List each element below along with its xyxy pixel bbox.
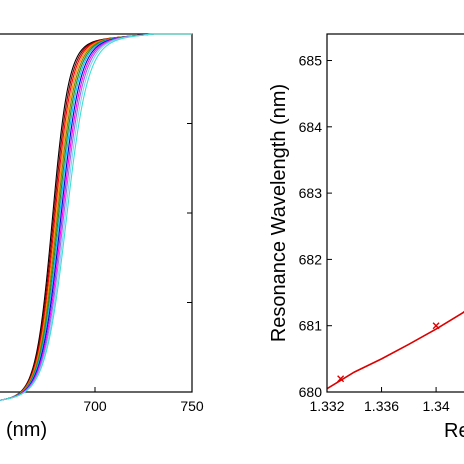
right-fit-line [326, 310, 464, 390]
right-y-tick-label: 681 [299, 318, 323, 334]
right-y-ticks: 680 681 682 683 684 685 [299, 53, 332, 400]
left-x-axis-label: (nm) [6, 419, 47, 441]
right-y-axis-label: Resonance Wavelength (nm) [268, 84, 290, 342]
left-plot-frame [0, 33, 193, 393]
right-x-tick-label: 1.332 [309, 398, 344, 414]
spectrum-curve [0, 33, 192, 401]
spectrum-curve [0, 33, 192, 401]
spectrum-curve [0, 33, 192, 401]
right-points [337, 322, 440, 383]
left-curves [0, 33, 192, 401]
data-point [337, 375, 345, 383]
right-plot-frame [326, 33, 464, 393]
right-y-tick-label: 685 [299, 53, 323, 69]
spectrum-curve [0, 33, 192, 401]
spectrum-curve [0, 33, 192, 401]
right-y-tick-label: 680 [299, 384, 323, 400]
fit-curve [326, 310, 464, 390]
spectrum-curve [0, 33, 192, 401]
left-y-ticks [187, 123, 192, 303]
left-x-ticks: 700 750 [83, 387, 204, 414]
spectrum-curve [0, 33, 192, 401]
right-y-tick-label: 684 [299, 119, 323, 135]
right-x-tick-label: 1.336 [364, 398, 399, 414]
right-y-tick-label: 683 [299, 185, 323, 201]
right-x-tick-label: 1.34 [422, 398, 449, 414]
right-y-tick-label: 682 [299, 251, 323, 267]
right-x-axis-label: Re [444, 420, 464, 442]
left-x-tick-label: 750 [180, 398, 204, 414]
spectrum-curve [0, 33, 192, 401]
spectrum-curve [0, 33, 192, 401]
spectrum-curve [0, 33, 192, 401]
data-point [432, 322, 440, 330]
spectrum-curve [0, 33, 192, 401]
spectrum-curve [0, 33, 192, 401]
left-panel: 700 750 (nm) [0, 33, 204, 441]
left-x-tick-label: 700 [83, 398, 107, 414]
